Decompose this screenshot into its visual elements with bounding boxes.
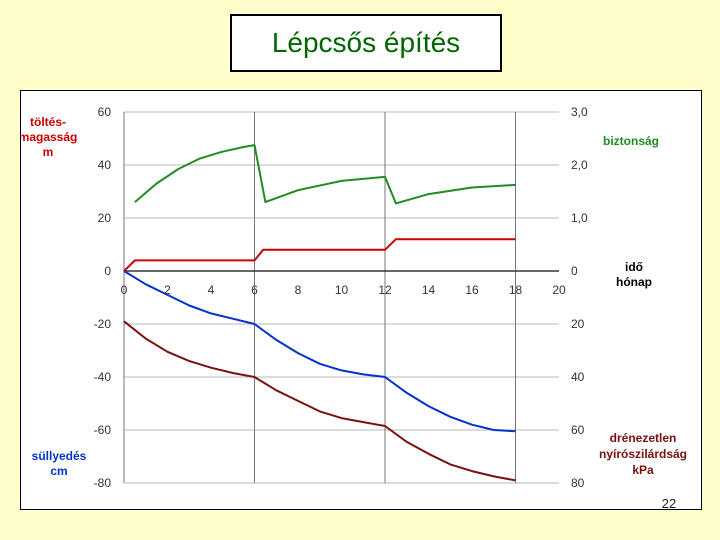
x-axis-tick-label: 16	[465, 283, 479, 297]
right-axis-tick-label: 40	[571, 370, 585, 384]
x-axis-tick-label: 4	[208, 283, 215, 297]
x-axis-tick-label: 12	[378, 283, 392, 297]
axes: 60 40 20 0 -20 -40 -60 -80 0 2 4 6 8 10 12 14 16 18 20 3,0 2…	[94, 105, 588, 490]
right-axis-tick-label: 0	[571, 264, 578, 278]
left-lower-axis-label: cm	[50, 464, 67, 478]
right-lower-axis-label: nyírószilárdság	[599, 447, 687, 461]
series-line-green	[134, 144, 516, 205]
left-upper-axis-label: töltés-	[30, 115, 66, 129]
right-axis-tick-label: 80	[571, 476, 585, 490]
right-axis-tick-label: 2,0	[571, 158, 588, 172]
left-upper-axis-label: m	[43, 145, 54, 159]
x-axis-tick-label: 20	[552, 283, 566, 297]
x-axis-tick-label: 18	[509, 283, 523, 297]
x-axis-tick-label: 6	[251, 283, 258, 297]
right-axis-tick-label: 20	[571, 317, 585, 331]
left-upper-axis-label: magasság	[21, 130, 77, 144]
x-axis-tick-label: 2	[164, 283, 171, 297]
x-axis-tick-label: 8	[295, 283, 302, 297]
left-axis-tick-label: -40	[94, 370, 112, 384]
right-lower-axis-label: drénezetlen	[610, 431, 677, 445]
right-axis-tick-label: 3,0	[571, 105, 588, 119]
title-box: Lépcsős építés	[230, 14, 502, 72]
x-axis-unit-label: idő	[625, 260, 643, 274]
grid	[123, 111, 559, 484]
left-axis-tick-label: 20	[98, 211, 112, 225]
series	[123, 144, 516, 482]
left-axis-tick-label: 40	[98, 158, 112, 172]
series-line-blue	[123, 270, 516, 433]
chart-svg: 60 40 20 0 -20 -40 -60 -80 0 2 4 6 8 10 12 14 16 18 20 3,0 2…	[21, 105, 687, 509]
right-upper-axis-label: biztonság	[603, 134, 659, 148]
page-number: 22	[662, 496, 676, 509]
left-axis-tick-label: 60	[98, 105, 112, 119]
left-axis-tick-label: -20	[94, 317, 112, 331]
left-lower-axis-label: süllyedés	[32, 449, 87, 463]
chart-frame: 60 40 20 0 -20 -40 -60 -80 0 2 4 6 8 10 12 14 16 18 20 3,0 2…	[20, 90, 702, 510]
series-line-brown	[123, 320, 516, 482]
x-axis-unit-label: hónap	[616, 275, 652, 289]
x-axis-tick-label: 14	[422, 283, 436, 297]
right-axis-tick-label: 60	[571, 423, 585, 437]
page-title: Lépcsős építés	[271, 27, 461, 58]
x-axis-tick-label: 0	[121, 283, 128, 297]
left-axis-tick-label: 0	[104, 264, 111, 278]
right-axis-tick-label: 1,0	[571, 211, 588, 225]
x-axis-tick-label: 10	[335, 283, 349, 297]
left-axis-tick-label: -60	[94, 423, 112, 437]
left-axis-tick-label: -80	[94, 476, 112, 490]
right-lower-axis-label: kPa	[632, 463, 654, 477]
series-line-red	[123, 238, 516, 272]
